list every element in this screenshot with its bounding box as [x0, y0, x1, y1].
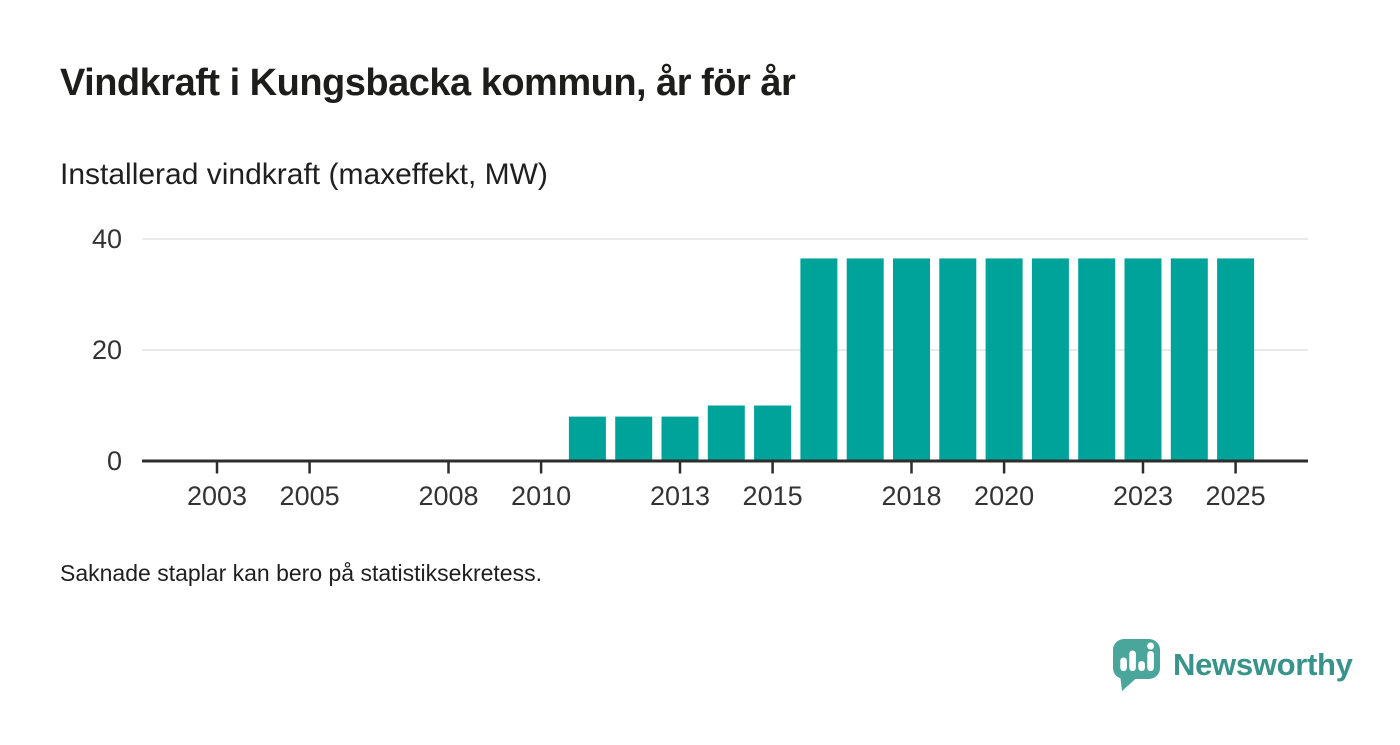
footnote-text: Saknade staplar kan bero på statistiksek… [60, 560, 542, 586]
bar-2011 [568, 416, 606, 461]
bar-2018 [893, 258, 930, 461]
bar-2025 [1217, 258, 1255, 461]
newsworthy-logo-icon [1113, 639, 1160, 691]
x-tick-label-2010: 2010 [511, 481, 571, 511]
chart-subtitle: Installerad vindkraft (maxeffekt, MW) [60, 158, 548, 191]
bar-2024 [1170, 258, 1208, 461]
bar-2022 [1078, 258, 1116, 461]
bar-2016 [800, 258, 838, 461]
x-tick-label-2018: 2018 [881, 481, 941, 511]
logo-bar-2 [1129, 650, 1136, 671]
bar-2017 [846, 258, 884, 461]
y-tick-label-20: 20 [92, 335, 122, 365]
logo-bar-1 [1120, 657, 1127, 671]
x-tick-label-2023: 2023 [1113, 481, 1173, 511]
y-tick-label-0: 0 [107, 446, 122, 476]
logo-bar-3 [1138, 661, 1145, 671]
x-tick-label-2008: 2008 [418, 481, 478, 511]
x-tick-label-2025: 2025 [1206, 481, 1266, 511]
bar-2012 [615, 416, 653, 461]
x-tick-label-2015: 2015 [743, 481, 803, 511]
x-tick-label-2020: 2020 [974, 481, 1034, 511]
bar-2020 [985, 258, 1023, 461]
x-tick-label-2005: 2005 [280, 481, 340, 511]
bar-2021 [1031, 258, 1069, 461]
bar-2013 [661, 416, 699, 461]
logo-exclamation-dot [1147, 642, 1155, 650]
x-tick-label-2013: 2013 [650, 481, 710, 511]
x-axis-line [142, 459, 1308, 463]
y-tick-label-40: 40 [92, 224, 122, 254]
newsworthy-wordmark: Newsworthy [1173, 647, 1353, 682]
x-tick-label-2003: 2003 [187, 481, 247, 511]
chart-title: Vindkraft i Kungsbacka kommun, år för år [60, 62, 796, 104]
bar-2015 [754, 405, 792, 461]
logo-exclamation-bar [1147, 651, 1154, 671]
newsworthy-branding: Newsworthy [1111, 636, 1353, 694]
bar-2023 [1124, 258, 1162, 461]
bar-2019 [939, 258, 977, 461]
bar-2014 [707, 405, 745, 461]
